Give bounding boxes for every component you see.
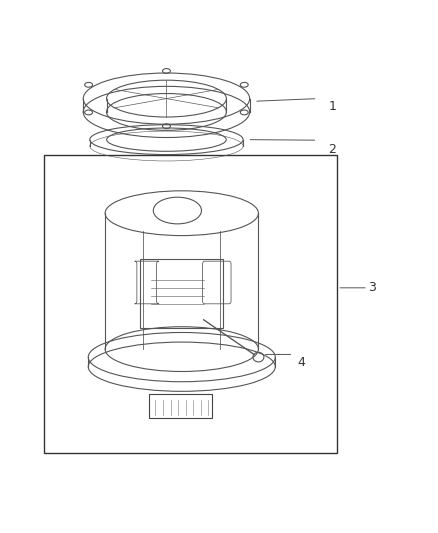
Bar <box>149 394 212 418</box>
Text: 2: 2 <box>328 143 336 156</box>
Text: 4: 4 <box>298 356 306 369</box>
Bar <box>44 155 337 453</box>
Text: 3: 3 <box>368 281 376 294</box>
Text: 1: 1 <box>328 100 336 113</box>
Bar <box>140 259 223 328</box>
